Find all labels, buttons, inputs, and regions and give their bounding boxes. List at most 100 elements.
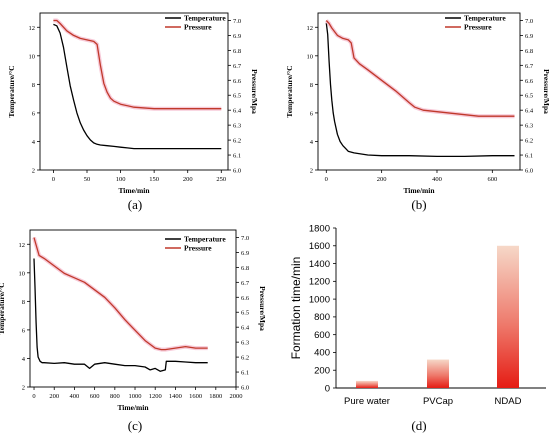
y-tick-label: 12: [29, 25, 36, 32]
y-tick-label: 4: [32, 139, 36, 146]
y-tick-label: 8: [32, 82, 35, 89]
y-axis-label: Temperature/°C: [0, 282, 6, 334]
temperature-line: [325, 22, 515, 158]
legend-label-temperature: Temperature: [184, 14, 226, 23]
y2-tick-label: 6.3: [525, 123, 533, 130]
y2-tick-label: 6.8: [525, 48, 533, 55]
y-tick-label: 2: [22, 385, 25, 392]
y-tick-label: 4: [22, 356, 26, 363]
y-tick-label: 1000: [309, 294, 330, 305]
panel-label: (a): [128, 197, 142, 212]
panel-a: 0 50 100 150 200 250 2 4 6 8 10 12 6.0 6.1 6.2 6.3 6.4 6.…: [7, 12, 259, 212]
y2-tick-label: 6.6: [233, 78, 242, 85]
y2-tick-label: 6.2: [241, 355, 249, 362]
y2-tick-label: 6.6: [525, 78, 534, 85]
x-tick-label: 1400: [169, 393, 182, 400]
x-tick-label: 800: [110, 393, 120, 400]
y-tick-label: 10: [19, 270, 26, 277]
y2-axis-label: Pressure/Mpa: [250, 69, 259, 114]
y-tick-label: 6: [22, 327, 26, 334]
x-tick-label: 600: [90, 393, 100, 400]
y2-tick-label: 6.9: [233, 33, 241, 40]
y2-tick-label: 6.7: [233, 63, 242, 70]
x-tick-label: 0: [32, 393, 35, 400]
y-tick-label: 6: [32, 110, 36, 117]
y-tick-label: 4: [310, 139, 314, 146]
y2-tick-label: 6.4: [525, 108, 534, 115]
x-tick-label: 400: [70, 393, 80, 400]
x-tick-label: 250: [216, 176, 226, 183]
x-tick-label: Pure water: [344, 396, 390, 407]
y-tick-label: 12: [19, 242, 26, 249]
plot-frame: [39, 12, 229, 171]
panel-d: 0 200 400 600 800 1000 1200 1400 1600 1800 Pure wa…: [289, 223, 546, 433]
y2-axis-label: Pressure/Mpa: [258, 286, 267, 331]
y-tick-label: 200: [314, 366, 330, 377]
y2-tick-label: 6.4: [241, 325, 250, 332]
x-tick-label: 50: [84, 176, 91, 183]
x-axis-label: Time/min: [117, 403, 149, 412]
y2-tick-label: 6.1: [241, 370, 249, 377]
x-tick-label: 0: [52, 176, 55, 183]
x-tick-label: 200: [49, 393, 59, 400]
pressure-line: [33, 237, 208, 351]
y2-tick-label: 6.2: [233, 138, 241, 145]
y-tick-label: 2: [310, 168, 313, 175]
y-tick-label: 10: [29, 53, 36, 60]
y2-tick-label: 6.9: [525, 33, 533, 40]
x-tick-label: 100: [116, 176, 126, 183]
pressure-line: [325, 20, 515, 117]
y-tick-label: 1800: [309, 223, 330, 234]
y-tick-label: 1400: [309, 259, 330, 270]
y-tick-label: 6: [310, 110, 314, 117]
y2-tick-label: 6.7: [525, 63, 534, 70]
bar-pvcap: [427, 359, 449, 388]
x-tick-label: 1200: [149, 393, 162, 400]
y-tick-label: 0: [325, 383, 330, 394]
y2-tick-label: 6.1: [233, 153, 241, 160]
y-tick-label: 10: [307, 53, 314, 60]
y-tick-label: 12: [307, 25, 314, 32]
y-axis-label: Temperature/°C: [7, 65, 16, 117]
legend-label-temperature: Temperature: [464, 14, 506, 23]
panel-label: (d): [411, 418, 426, 433]
pressure-line-halo: [53, 18, 222, 111]
x-axis-label: Time/min: [118, 186, 150, 195]
panel-b: 0 200 400 600 2 4 6 8 10 12 6.0 6.1 6.2 6.3 6.4 6.5 6.6 6…: [285, 12, 550, 212]
y2-tick-label: 6.6: [241, 295, 250, 302]
plot-frame: [317, 12, 521, 171]
x-tick-label: 150: [149, 176, 159, 183]
y2-tick-label: 6.3: [233, 123, 241, 130]
bar-pure-water: [356, 380, 378, 388]
y-axis-label: Formation time/min: [289, 257, 303, 360]
legend-label-pressure: Pressure: [464, 23, 492, 32]
y-tick-label: 8: [22, 299, 25, 306]
x-tick-label: 1000: [129, 393, 142, 400]
x-tick-label: 1800: [209, 393, 222, 400]
pressure-line: [53, 19, 222, 110]
y2-tick-label: 7.0: [241, 235, 249, 242]
y2-tick-label: 6.9: [241, 250, 249, 257]
y-axis-label: Temperature/°C: [285, 65, 294, 117]
y2-axis-label: Pressure/Mpa: [542, 69, 550, 114]
y-tick-label: 800: [314, 312, 330, 323]
x-tick-label: 2000: [230, 393, 243, 400]
y-tick-label: 2: [32, 168, 35, 175]
y2-tick-label: 6.3: [241, 340, 249, 347]
panel-c: 0 200 400 600 800 1000 1200 1400 1600 1800 2000 2 4 6…: [0, 229, 267, 433]
y2-tick-label: 6.5: [241, 310, 249, 317]
y-tick-label: 8: [310, 82, 313, 89]
legend-label-pressure: Pressure: [184, 23, 212, 32]
y2-tick-label: 6.0: [525, 168, 533, 175]
temperature-line: [33, 258, 208, 372]
y2-tick-label: 6.5: [525, 93, 533, 100]
x-tick-label: NDAD: [495, 396, 522, 407]
y2-tick-label: 6.7: [241, 280, 250, 287]
panel-label: (c): [128, 418, 142, 433]
y-tick-label: 1200: [309, 277, 330, 288]
legend-label-temperature: Temperature: [184, 235, 226, 244]
y2-tick-label: 6.8: [241, 265, 249, 272]
y2-tick-label: 6.5: [233, 93, 241, 100]
temperature-line: [53, 23, 222, 150]
